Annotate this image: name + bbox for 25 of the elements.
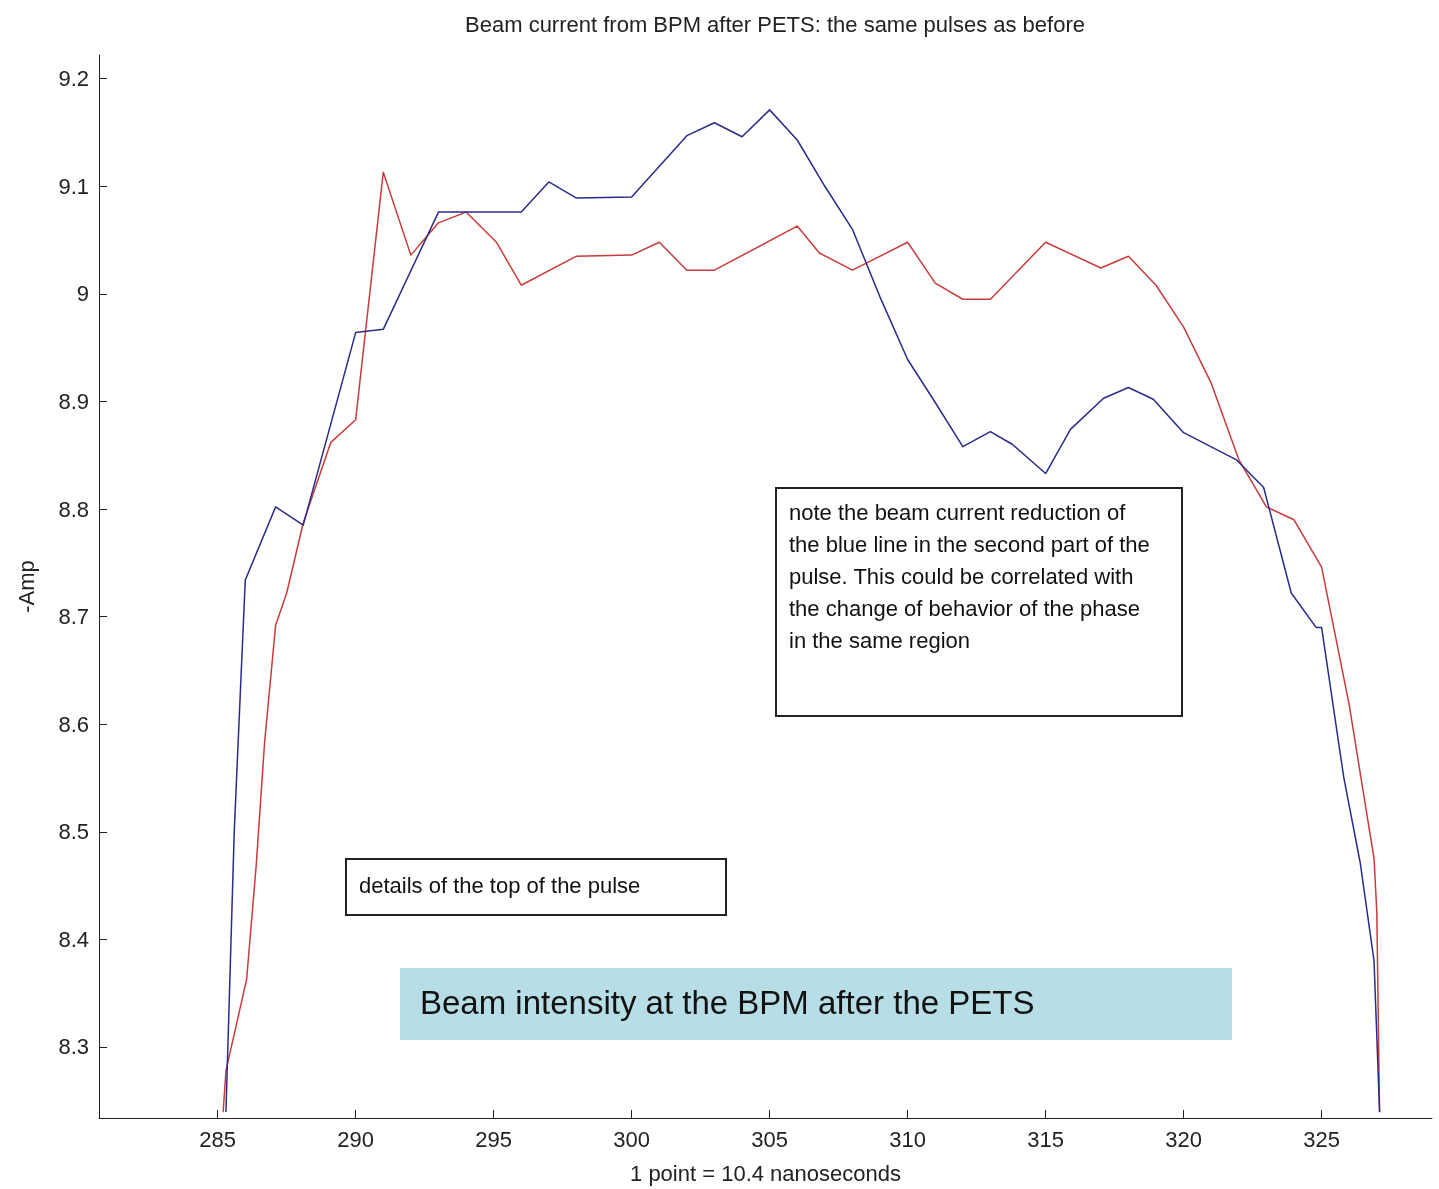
x-tick-label: 325 <box>1303 1126 1340 1152</box>
x-tick-label: 320 <box>1165 1126 1202 1152</box>
y-tick-label: 9.2 <box>58 66 89 92</box>
y-tick-label: 8.5 <box>58 819 89 845</box>
y-tick-label: 9.1 <box>58 173 89 199</box>
x-tick-label: 295 <box>475 1126 513 1152</box>
y-tick-label: 8.8 <box>58 496 89 522</box>
chart-title: Beam current from BPM after PETS: the same pulses as before <box>465 11 1085 37</box>
y-tick-label: 8.9 <box>58 388 89 414</box>
y-tick-label: 8.4 <box>58 926 89 952</box>
x-tick-label: 290 <box>337 1126 375 1152</box>
y-axis-title: -Amp <box>13 560 39 613</box>
x-tick-label: 305 <box>751 1126 788 1152</box>
y-tick-label: 8.6 <box>58 711 89 737</box>
text-box: note the beam current reduction of the blue line in the second part of the pulse. This could be correlated with the change of behavior of the phase in the same region <box>775 487 1183 717</box>
x-tick-label: 315 <box>1027 1126 1064 1152</box>
text-box: Beam intensity at the BPM after the PETS <box>400 968 1232 1040</box>
x-axis-title: 1 point = 10.4 nanoseconds <box>630 1160 901 1186</box>
y-tick-label: 9 <box>76 281 89 307</box>
x-tick-label: 285 <box>199 1126 237 1152</box>
x-tick-label: 300 <box>613 1126 651 1152</box>
y-tick-label: 8.3 <box>58 1034 89 1060</box>
text-box: details of the top of the pulse <box>345 858 727 916</box>
y-tick-label: 8.7 <box>58 604 89 630</box>
x-tick-label: 310 <box>889 1126 926 1152</box>
